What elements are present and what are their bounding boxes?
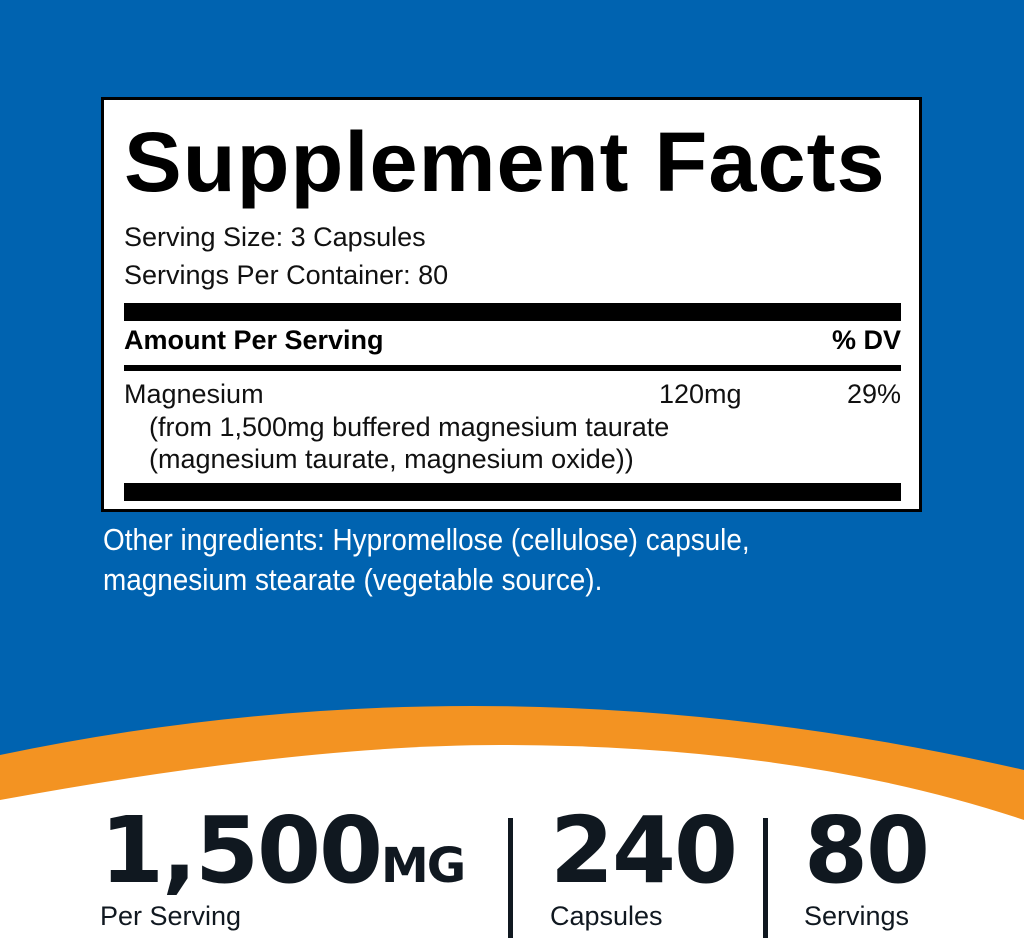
stat-value: 1,500 — [100, 797, 383, 904]
ingredient-name: Magnesium — [124, 379, 264, 409]
stat-value: 80 — [804, 797, 930, 904]
dv-header: % DV — [831, 325, 901, 355]
stat-per-serving: 1,500MG Per Serving — [100, 805, 466, 932]
bottom-divider — [124, 483, 901, 501]
separator — [763, 818, 768, 938]
ingredient-amount: 120mg — [659, 379, 742, 409]
stat-unit: MG — [381, 838, 466, 894]
stat-caption: Capsules — [550, 901, 663, 931]
servings-per-container: Servings Per Container: 80 — [124, 260, 449, 290]
stat-servings: 80 Servings — [804, 797, 930, 932]
stat-caption: Servings — [804, 901, 910, 931]
separator — [508, 818, 513, 938]
thick-divider — [124, 303, 901, 321]
ingredient-source-2: (magnesium taurate, magnesium oxide)) — [149, 444, 634, 474]
supplement-facts-panel: Supplement Facts Serving Size: 3 Capsule… — [101, 97, 922, 512]
other-ingredients: Other ingredients: Hypromellose (cellulo… — [103, 522, 750, 597]
stat-value: 240 — [550, 797, 738, 904]
thin-divider — [124, 365, 901, 371]
amount-per-serving-header: Amount Per Serving — [124, 325, 384, 355]
stat-capsules: 240 Capsules — [550, 797, 738, 932]
panel-title: Supplement Facts — [124, 115, 886, 209]
stat-caption: Per Serving — [100, 901, 242, 931]
serving-size: Serving Size: 3 Capsules — [124, 222, 426, 252]
ingredient-dv: 29% — [846, 379, 901, 409]
ingredient-source-1: (from 1,500mg buffered magnesium taurate — [149, 412, 670, 442]
